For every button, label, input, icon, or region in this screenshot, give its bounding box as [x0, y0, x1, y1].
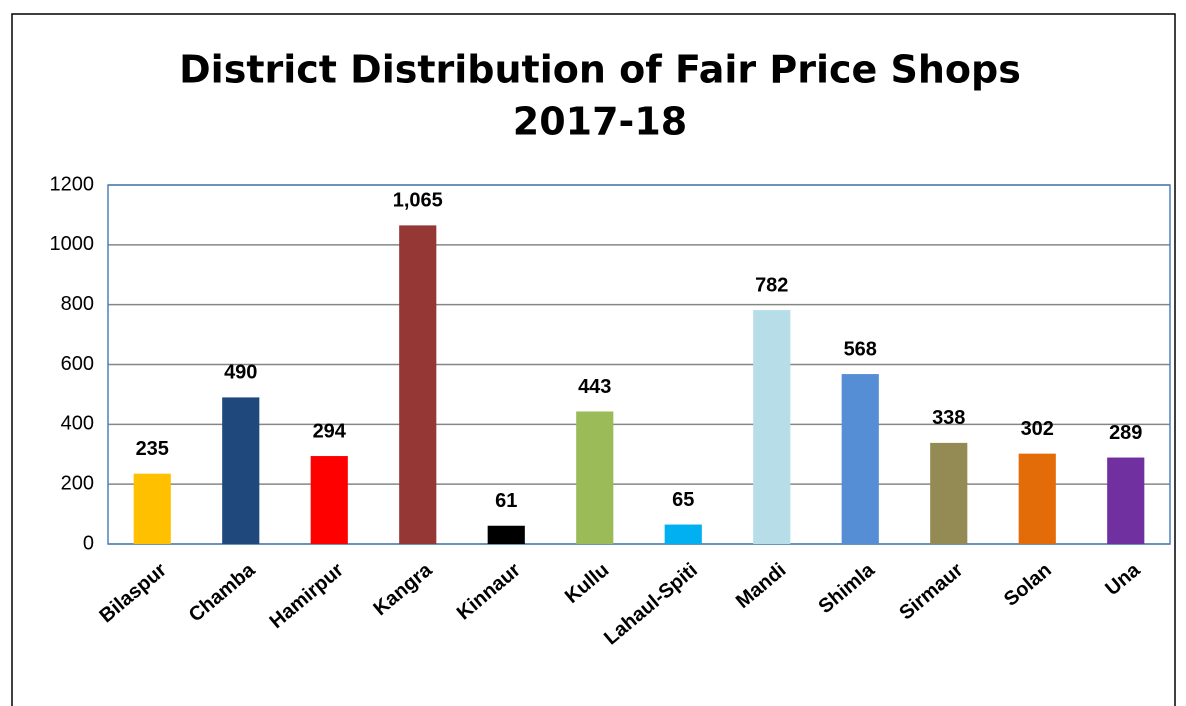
- x-tick-label: Una: [1101, 558, 1145, 600]
- x-tick-label: Kangra: [369, 558, 437, 620]
- bar: [133, 473, 171, 544]
- value-label: 294: [313, 420, 347, 442]
- chart-subtitle: 2017-18: [513, 100, 687, 144]
- chart-title: District Distribution of Fair Price Shop…: [179, 48, 1021, 92]
- x-tick-label: Bilaspur: [95, 559, 171, 627]
- bar: [310, 456, 348, 544]
- bar: [1018, 453, 1056, 544]
- value-label: 338: [932, 407, 965, 429]
- bar: [930, 442, 968, 544]
- y-tick-label: 200: [61, 472, 94, 494]
- bar: [487, 525, 525, 544]
- value-label: 568: [844, 338, 877, 360]
- value-label: 1,065: [393, 190, 443, 212]
- value-label: 302: [1021, 418, 1054, 440]
- chart-frame: [11, 13, 1176, 706]
- x-tick-label: Hamirpur: [266, 559, 348, 633]
- x-tick-label: Kullu: [561, 559, 613, 608]
- x-tick-label: Lahaul-Spiti: [600, 559, 702, 649]
- x-tick-label: Chamba: [185, 558, 260, 626]
- y-tick-label: 600: [61, 353, 94, 375]
- y-tick-label: 0: [83, 532, 94, 554]
- y-tick-label: 400: [61, 413, 94, 435]
- x-tick-label: Sirmaur: [895, 559, 967, 625]
- y-tick-label: 800: [61, 293, 94, 315]
- value-label: 235: [136, 438, 169, 460]
- value-label: 289: [1109, 422, 1142, 444]
- plot-border: [107, 184, 1171, 545]
- bar: [753, 310, 791, 544]
- value-label: 490: [224, 362, 257, 384]
- value-label: 782: [755, 274, 788, 296]
- bar: [576, 411, 614, 544]
- value-label: 61: [495, 490, 517, 512]
- x-tick-label: Mandi: [732, 559, 790, 613]
- bar: [664, 524, 702, 544]
- x-tick-label: Kinnaur: [453, 559, 525, 625]
- bar: [399, 225, 437, 544]
- x-tick-label: Solan: [1000, 559, 1056, 611]
- y-tick-label: 1200: [50, 173, 95, 195]
- x-tick-label: Shimla: [814, 558, 879, 618]
- bar: [1107, 457, 1145, 544]
- bar: [841, 374, 879, 544]
- bar: [222, 397, 260, 544]
- y-tick-label: 1000: [50, 233, 95, 255]
- value-label: 65: [672, 489, 694, 511]
- value-label: 443: [578, 376, 611, 398]
